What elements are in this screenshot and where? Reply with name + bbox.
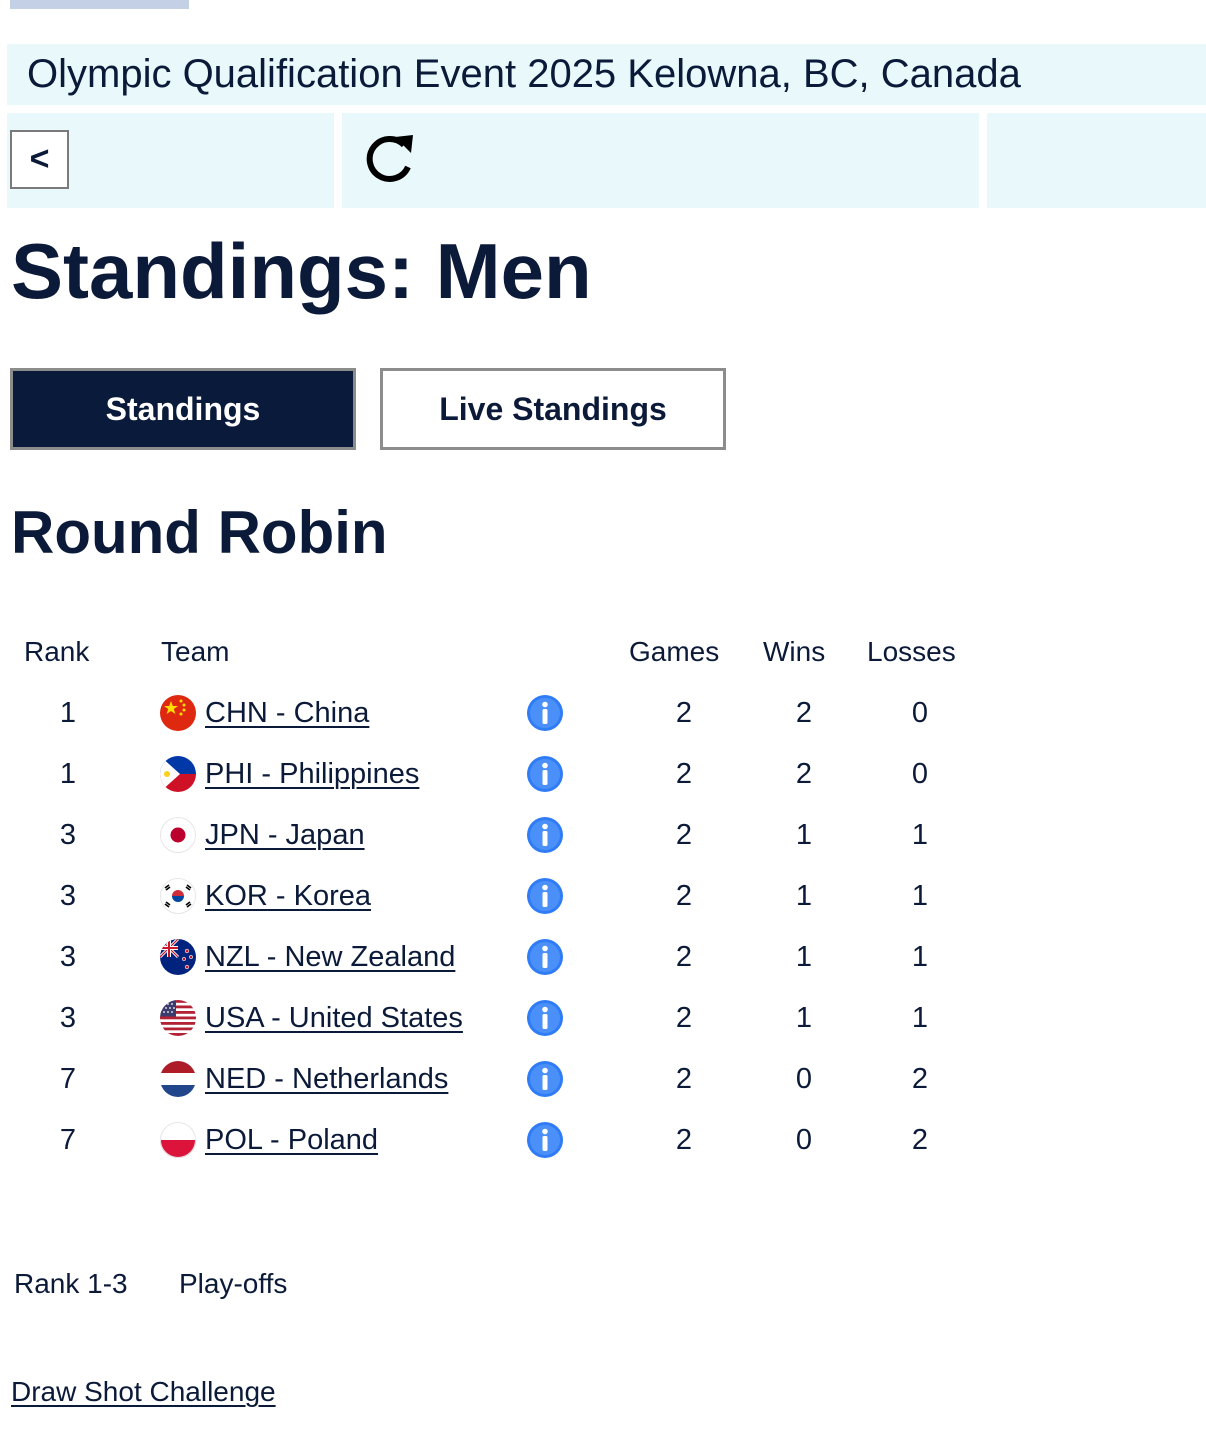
back-button[interactable]: < xyxy=(10,130,69,189)
table-row: 7 POL - Poland 2 0 2 xyxy=(0,1120,1206,1181)
info-icon[interactable] xyxy=(526,999,564,1037)
team-link[interactable]: USA - United States xyxy=(205,1002,463,1034)
team-link[interactable]: JPN - Japan xyxy=(205,819,365,851)
games-cell: 2 xyxy=(675,941,693,973)
games-cell: 2 xyxy=(675,1002,693,1034)
losses-cell: 1 xyxy=(911,819,929,851)
header-games: Games xyxy=(629,636,720,667)
wins-cell: 2 xyxy=(795,758,813,790)
rank-cell: 7 xyxy=(59,1063,77,1095)
games-cell: 2 xyxy=(675,1124,693,1156)
new-zealand-flag-icon xyxy=(160,939,196,975)
netherlands-flag-icon xyxy=(160,1061,196,1097)
rank-cell: 1 xyxy=(59,758,77,790)
usa-flag-icon xyxy=(160,1000,196,1036)
games-cell: 2 xyxy=(675,697,693,729)
table-row: 3 JPN - Japan 2 1 1 xyxy=(0,815,1206,876)
team-link[interactable]: CHN - China xyxy=(205,697,370,729)
losses-cell: 1 xyxy=(911,941,929,973)
rank-cell: 3 xyxy=(59,941,77,973)
info-icon[interactable] xyxy=(526,694,564,732)
header-losses: Losses xyxy=(867,636,956,667)
games-cell: 2 xyxy=(675,819,693,851)
tab-live-standings[interactable]: Live Standings xyxy=(380,368,726,450)
table-row: 3 NZL - New Zealand 2 1 1 xyxy=(0,937,1206,998)
wins-cell: 0 xyxy=(795,1124,813,1156)
table-row: 1 CHN - China 2 2 0 xyxy=(0,693,1206,754)
legend-label: Play-offs xyxy=(179,1268,288,1299)
table-row: 3 USA - United States xyxy=(0,998,1206,1059)
info-icon[interactable] xyxy=(526,877,564,915)
table-row: 3 KOR - Korea 2 1 1 xyxy=(0,876,1206,937)
korea-flag-icon xyxy=(160,878,196,914)
rank-cell: 7 xyxy=(59,1124,77,1156)
losses-cell: 2 xyxy=(911,1063,929,1095)
team-link[interactable]: KOR - Korea xyxy=(205,880,371,912)
tab-standings[interactable]: Standings xyxy=(10,368,356,450)
rank-cell: 1 xyxy=(59,697,77,729)
table-row: 7 NED - Netherlands 2 0 2 xyxy=(0,1059,1206,1120)
nav-cell-back: < xyxy=(7,113,334,208)
philippines-flag-icon xyxy=(160,756,196,792)
info-icon[interactable] xyxy=(526,1121,564,1159)
games-cell: 2 xyxy=(675,880,693,912)
rank-cell: 3 xyxy=(59,819,77,851)
header-team: Team xyxy=(161,636,230,667)
nav-cell-empty xyxy=(987,113,1206,208)
legend-rank-range: Rank 1-3 xyxy=(14,1268,128,1299)
wins-cell: 1 xyxy=(795,880,813,912)
wins-cell: 0 xyxy=(795,1063,813,1095)
rank-cell: 3 xyxy=(59,880,77,912)
losses-cell: 1 xyxy=(911,880,929,912)
nav-cell-refresh xyxy=(342,113,979,208)
games-cell: 2 xyxy=(675,758,693,790)
info-icon[interactable] xyxy=(526,1060,564,1098)
info-icon[interactable] xyxy=(526,816,564,854)
top-accent-strip xyxy=(10,0,189,9)
table-row: 1 PHI - Philippines 2 2 0 xyxy=(0,754,1206,815)
losses-cell: 1 xyxy=(911,1002,929,1034)
team-link[interactable]: PHI - Philippines xyxy=(205,758,420,790)
page-title: Standings: Men xyxy=(11,227,592,315)
team-link[interactable]: NZL - New Zealand xyxy=(205,941,456,973)
draw-shot-challenge-link[interactable]: Draw Shot Challenge xyxy=(11,1376,276,1407)
info-icon[interactable] xyxy=(526,938,564,976)
event-title-bar: Olympic Qualification Event 2025 Kelowna… xyxy=(7,44,1206,105)
losses-cell: 2 xyxy=(911,1124,929,1156)
china-flag-icon xyxy=(160,695,196,731)
team-link[interactable]: NED - Netherlands xyxy=(205,1063,449,1095)
refresh-icon[interactable] xyxy=(360,131,418,189)
wins-cell: 1 xyxy=(795,941,813,973)
losses-cell: 0 xyxy=(911,697,929,729)
section-title-round-robin: Round Robin xyxy=(11,499,388,566)
info-icon[interactable] xyxy=(526,755,564,793)
team-link[interactable]: POL - Poland xyxy=(205,1124,379,1156)
poland-flag-icon xyxy=(160,1122,196,1158)
header-wins: Wins xyxy=(763,636,826,667)
japan-flag-icon xyxy=(160,817,196,853)
rank-cell: 3 xyxy=(59,1002,77,1034)
games-cell: 2 xyxy=(675,1063,693,1095)
wins-cell: 1 xyxy=(795,819,813,851)
wins-cell: 2 xyxy=(795,697,813,729)
losses-cell: 0 xyxy=(911,758,929,790)
event-title: Olympic Qualification Event 2025 Kelowna… xyxy=(27,52,1021,96)
wins-cell: 1 xyxy=(795,1002,813,1034)
header-rank: Rank xyxy=(24,636,90,667)
